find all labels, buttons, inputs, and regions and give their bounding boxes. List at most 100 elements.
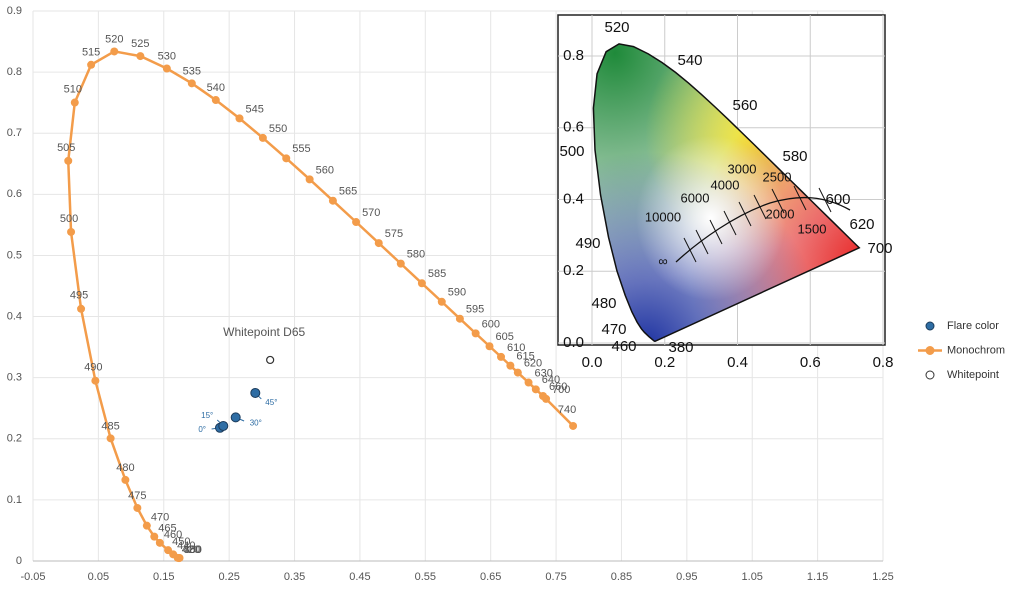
data-point [211, 96, 220, 105]
point-label: 630 [535, 367, 553, 379]
point-label: 610 [507, 342, 525, 354]
y-tick-label: 0.3 [7, 372, 22, 384]
legend-marker [925, 370, 935, 380]
cct-label: ∞ [658, 253, 667, 268]
data-point [396, 259, 405, 268]
x-tick-label: 0.65 [480, 571, 501, 583]
data-point [136, 52, 145, 61]
data-point [282, 154, 291, 163]
wavelength-label: 620 [849, 216, 874, 233]
point-label: 495 [70, 290, 88, 302]
y-tick-label: 0.8 [7, 66, 22, 78]
inset-x-tick-label: 0.4 [727, 354, 748, 371]
legend-label: Monochrom [947, 344, 1005, 356]
point-label: 620 [524, 358, 542, 370]
isotherm [753, 194, 767, 220]
x-tick-label: 0.25 [218, 571, 239, 583]
point-label: 550 [269, 123, 287, 135]
point-label: 535 [183, 65, 201, 77]
data-point [437, 297, 446, 306]
point-label: 505 [57, 142, 75, 154]
data-point [266, 355, 275, 365]
point-label: 460 [164, 529, 182, 541]
isotherm [771, 188, 785, 214]
point-label: Whitepoint D65 [223, 325, 305, 339]
data-point [506, 361, 515, 370]
point-label: 520 [105, 33, 123, 45]
cct-label: 3000 [728, 161, 757, 176]
inset-y-tick-label: 0.0 [563, 334, 584, 351]
data-point [352, 218, 361, 227]
y-tick-label: 0.7 [7, 127, 22, 139]
x-tick-label: 0.05 [88, 571, 109, 583]
data-point [235, 114, 244, 123]
point-label: 640 [542, 374, 560, 386]
inset-x-tick-label: 0.2 [654, 354, 675, 371]
point-label: 30° [250, 418, 262, 427]
data-point [374, 239, 383, 248]
inset-x-tick-label: 0.8 [873, 354, 894, 371]
x-tick-label: 0.15 [153, 571, 174, 583]
data-point [150, 532, 159, 541]
data-point [142, 521, 151, 530]
point-label: 600 [482, 318, 500, 330]
data-point [77, 304, 86, 313]
data-point [106, 434, 115, 443]
data-point [328, 196, 337, 205]
x-tick-label: 1.25 [872, 571, 893, 583]
cct-label: 10000 [645, 209, 681, 224]
point-label: 595 [466, 304, 484, 316]
point-label: 585 [428, 268, 446, 280]
point-label: 465 [158, 523, 176, 535]
data-point [455, 314, 464, 323]
wavelength-label: 460 [611, 338, 636, 355]
point-label: 400 [183, 544, 201, 556]
x-tick-label: -0.05 [20, 571, 45, 583]
cct-label: 1500 [798, 221, 827, 236]
data-point [513, 368, 522, 377]
y-tick-label: 0.9 [7, 5, 22, 17]
point-label: 575 [385, 228, 403, 240]
data-point [258, 133, 267, 142]
data-point [110, 47, 119, 56]
wavelength-label: 700 [867, 240, 892, 257]
point-label: 615 [516, 351, 534, 363]
wavelength-label: 580 [782, 148, 807, 165]
point-label: 450 [172, 536, 190, 548]
inset-diagram: 0.0 0.2 0.4 0.6 0.8 0.0 0.2 0.4 0.6 0.8 520 540 560 5… [557, 14, 894, 371]
x-tick-label: 0.45 [349, 571, 370, 583]
y-tick-label: 0.1 [7, 494, 22, 506]
legend-marker [925, 346, 935, 355]
point-label: 565 [339, 186, 357, 198]
data-point [64, 156, 73, 165]
legend-label: Whitepoint [947, 369, 999, 381]
cct-label: 2500 [763, 169, 792, 184]
point-label: 605 [496, 331, 514, 343]
point-label: 545 [245, 103, 263, 115]
wavelength-label: 490 [575, 235, 600, 252]
point-label: 660 [549, 381, 567, 393]
point-label: 480 [116, 462, 134, 474]
point-label: 500 [60, 213, 78, 225]
point-label: 485 [101, 420, 119, 432]
point-label: 530 [158, 50, 176, 62]
isotherm [738, 201, 752, 227]
point-label: 510 [64, 83, 82, 95]
point-label: 490 [84, 362, 102, 374]
cct-label: 6000 [681, 190, 710, 205]
data-point [87, 60, 96, 69]
wavelength-label: 500 [559, 143, 584, 160]
x-tick-label: 0.85 [611, 571, 632, 583]
inset-x-tick-label: 0.0 [582, 354, 603, 371]
wavelength-label: 600 [825, 191, 850, 208]
isotherm [723, 210, 737, 236]
planckian-locus [675, 196, 851, 263]
cct-label: 4000 [711, 177, 740, 192]
point-label: 700 [552, 384, 570, 396]
data-point [70, 98, 79, 107]
data-point [531, 385, 540, 394]
legend-label: Flare color [947, 320, 999, 332]
data-point [569, 421, 578, 430]
y-tick-label: 0.4 [7, 310, 22, 322]
data-point [230, 412, 241, 423]
